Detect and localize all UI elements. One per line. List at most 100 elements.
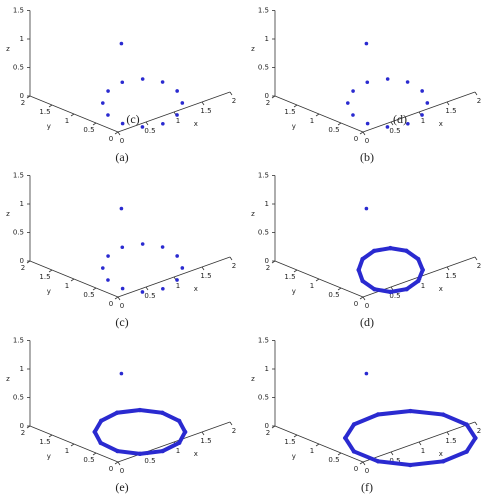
point bbox=[106, 278, 110, 282]
point bbox=[140, 125, 145, 129]
x-tick bbox=[201, 101, 205, 106]
star-point bbox=[364, 41, 369, 46]
point bbox=[365, 80, 370, 85]
z-tick-label: 1 bbox=[265, 200, 269, 208]
z-axis-label: z bbox=[6, 45, 10, 53]
y-tick-label: 1 bbox=[310, 282, 314, 290]
y-tick-label: 0 bbox=[109, 135, 113, 143]
y-tick bbox=[114, 296, 119, 300]
x-tick-label: 0 bbox=[365, 137, 369, 145]
x-axis-label: x bbox=[194, 120, 198, 128]
point bbox=[137, 451, 143, 457]
point bbox=[371, 248, 377, 254]
point bbox=[404, 248, 409, 254]
point bbox=[360, 278, 365, 284]
x-tick-label: 0 bbox=[120, 467, 124, 475]
y-tick-label: 2 bbox=[266, 99, 270, 107]
y-tick bbox=[92, 122, 97, 126]
point bbox=[140, 290, 145, 294]
z-tick-label: 1 bbox=[20, 365, 24, 373]
point bbox=[160, 410, 165, 415]
z-tick-label: 0 bbox=[265, 92, 269, 100]
x-tick-label: 1 bbox=[176, 447, 180, 455]
x-tick-label: 0.5 bbox=[389, 292, 400, 300]
point bbox=[375, 459, 381, 464]
point bbox=[175, 89, 179, 93]
point bbox=[406, 121, 410, 126]
y-tick bbox=[337, 452, 342, 456]
x-tick-label: 1 bbox=[176, 282, 180, 290]
y-tick bbox=[48, 269, 53, 273]
z-tick-label: 1.5 bbox=[258, 337, 269, 345]
y-tick bbox=[359, 131, 364, 135]
point bbox=[464, 422, 469, 427]
y-tick-label: 1.5 bbox=[284, 438, 295, 446]
point bbox=[365, 121, 370, 126]
point bbox=[441, 459, 446, 464]
y-axis-label: y bbox=[47, 288, 51, 296]
x-tick bbox=[117, 461, 121, 466]
x-tick bbox=[229, 256, 233, 261]
x-tick bbox=[145, 286, 149, 291]
star-point bbox=[364, 206, 369, 211]
x-tick bbox=[446, 431, 450, 436]
y-tick bbox=[337, 287, 342, 291]
z-tick-label: 0.5 bbox=[13, 394, 24, 402]
x-tick bbox=[117, 131, 121, 136]
y-tick-label: 1 bbox=[310, 447, 314, 455]
z-tick-label: 0 bbox=[265, 257, 269, 265]
y-tick bbox=[92, 287, 97, 291]
y-axis-label: y bbox=[292, 453, 296, 461]
point bbox=[351, 422, 357, 427]
x-tick-label: 2 bbox=[477, 427, 481, 435]
z-tick-label: 1.5 bbox=[13, 337, 24, 345]
point bbox=[388, 245, 393, 251]
y-tick bbox=[114, 131, 119, 135]
y-tick-label: 1.5 bbox=[39, 438, 50, 446]
y-tick-label: 2 bbox=[21, 99, 25, 107]
y-tick bbox=[92, 452, 97, 456]
star-point bbox=[119, 371, 124, 376]
y-tick-label: 1.5 bbox=[39, 108, 50, 116]
caption: (c) bbox=[115, 315, 128, 329]
x-tick bbox=[446, 266, 450, 271]
point bbox=[388, 289, 393, 295]
point bbox=[440, 412, 446, 417]
point bbox=[160, 448, 165, 454]
z-tick-label: 0.5 bbox=[258, 394, 269, 402]
x-tick bbox=[390, 121, 394, 126]
point bbox=[385, 125, 390, 129]
y-tick bbox=[359, 296, 364, 300]
point bbox=[120, 245, 125, 250]
point bbox=[180, 101, 185, 105]
x-tick-label: 2 bbox=[477, 262, 481, 270]
x-tick-label: 0 bbox=[365, 467, 369, 475]
x-tick bbox=[390, 286, 394, 291]
y-tick bbox=[48, 104, 53, 108]
point bbox=[416, 278, 421, 284]
z-tick-label: 1 bbox=[265, 365, 269, 373]
caption: (d) bbox=[360, 315, 374, 329]
x-tick-label: 0.5 bbox=[389, 457, 400, 465]
x-tick-label: 1.5 bbox=[200, 272, 211, 280]
y-tick-label: 1 bbox=[65, 447, 69, 455]
point bbox=[375, 412, 381, 417]
point bbox=[176, 418, 182, 424]
caption: (f) bbox=[361, 480, 373, 494]
x-tick bbox=[474, 91, 478, 96]
star-point bbox=[119, 206, 124, 211]
z-tick-label: 0 bbox=[20, 257, 24, 265]
point bbox=[175, 113, 179, 117]
x-tick-label: 1 bbox=[421, 447, 425, 455]
loop bbox=[356, 246, 425, 294]
point bbox=[416, 256, 421, 262]
y-tick-label: 1.5 bbox=[284, 108, 295, 116]
x-tick-label: 1 bbox=[176, 117, 180, 125]
point bbox=[120, 286, 125, 291]
caption: (a) bbox=[115, 150, 128, 164]
y-tick-label: 1 bbox=[310, 117, 314, 125]
annotation: (c) bbox=[126, 112, 139, 126]
point bbox=[351, 113, 355, 117]
